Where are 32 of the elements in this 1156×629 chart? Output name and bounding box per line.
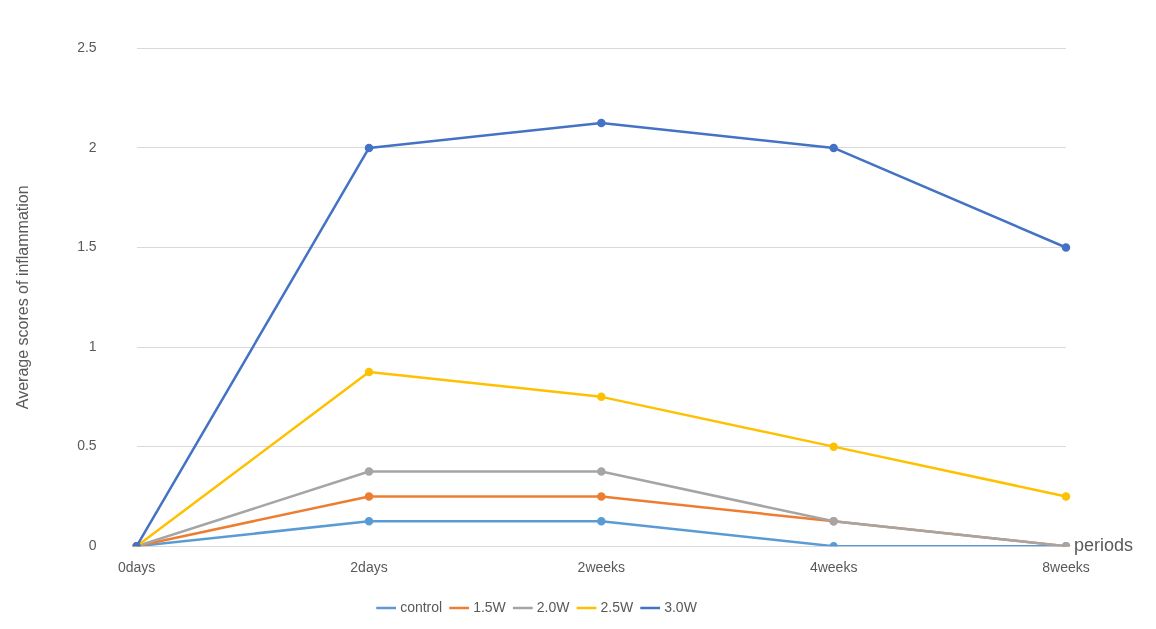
point [1061,243,1071,252]
x-axis-title: periods [1074,535,1134,556]
legend-label: 3.0W [664,598,698,615]
point [1061,492,1071,501]
y-tick-label: 1 [88,337,97,354]
point [597,392,606,402]
legend-label: 1.5W [473,598,507,615]
x-tick-label: 2days [350,559,388,576]
point [597,492,606,501]
point [364,467,374,476]
point [364,517,374,526]
legend-label: 2.5W [600,598,634,615]
point [364,367,374,377]
point [364,143,374,153]
x-tick-label: 8weeks [1042,559,1090,576]
legend-label: 2.0W [536,598,571,615]
point [597,118,606,128]
point [364,492,374,501]
y-tick-label: 0 [88,537,97,554]
y-tick-label: 1.5 [77,238,97,255]
point [597,517,606,526]
y-tick-label: 2.5 [77,39,97,56]
y-tick-label: 2 [88,138,97,155]
x-tick-label: 2weeks [577,559,626,576]
legend-label: control [400,598,443,615]
x-tick-label: 4weeks [809,559,858,576]
y-tick-label: 0.5 [77,437,97,454]
y-axis-title: Average scores of inflammation [14,185,32,410]
point [829,143,838,153]
point [597,467,606,476]
point [829,442,838,451]
x-tick-label: 0days [117,559,156,576]
